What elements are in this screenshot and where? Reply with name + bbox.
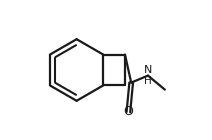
Text: O: O <box>123 105 133 118</box>
Text: H: H <box>144 76 152 86</box>
Text: N: N <box>144 65 152 75</box>
